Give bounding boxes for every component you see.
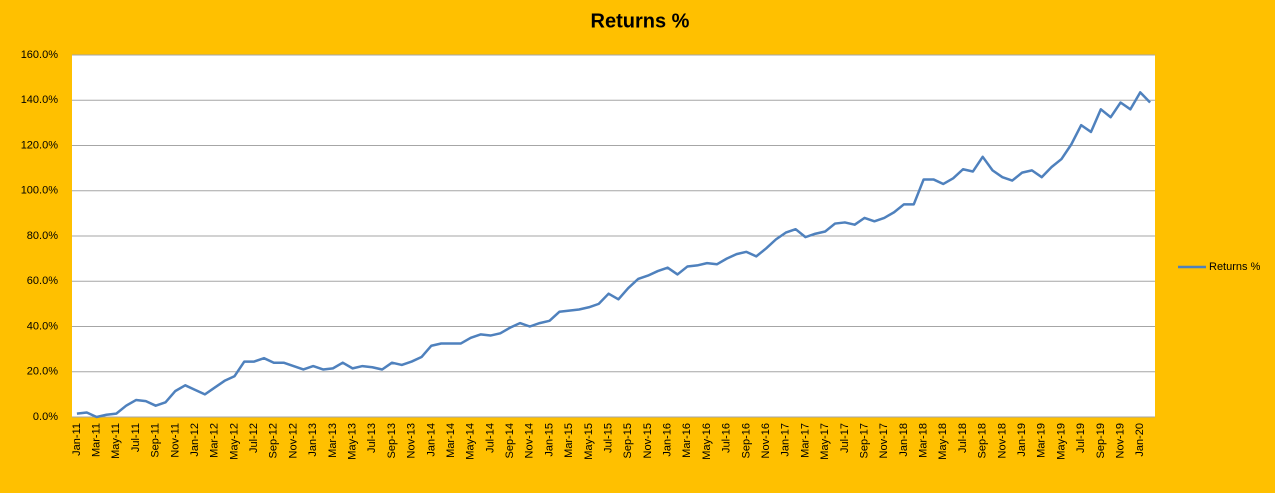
series-line — [76, 91, 1151, 419]
x-tick-label: Jan-17 — [780, 423, 792, 457]
x-tick-label: May-12 — [228, 423, 240, 460]
y-tick-label: 40.0% — [27, 320, 58, 332]
x-tick-label: Sep-14 — [504, 423, 516, 458]
x-tick-label: Jul-17 — [839, 423, 851, 453]
y-tick-label: 100.0% — [21, 185, 59, 197]
x-tick-label: Jan-20 — [1134, 423, 1146, 457]
x-tick-label: Jul-14 — [484, 423, 496, 453]
x-tick-label: May-13 — [347, 423, 359, 460]
x-tick-label: Sep-18 — [977, 423, 989, 458]
x-tick-label: Jan-13 — [307, 423, 319, 457]
x-tick-label: Sep-19 — [1095, 423, 1107, 458]
x-tick-label: Jul-16 — [721, 423, 733, 453]
x-tick-label: Mar-18 — [918, 423, 930, 458]
chart-title: Returns % — [591, 10, 690, 32]
x-tick-label: Nov-17 — [878, 423, 890, 458]
x-tick-label: Nov-14 — [524, 423, 536, 458]
x-tick-label: May-11 — [110, 423, 122, 459]
y-tick-label: 80.0% — [27, 230, 58, 242]
x-tick-label: May-15 — [583, 423, 595, 460]
x-tick-label: Jan-19 — [1016, 423, 1028, 457]
x-tick-label: Sep-16 — [740, 423, 752, 458]
x-tick-label: Nov-16 — [760, 423, 772, 458]
legend-label: Returns % — [1209, 261, 1261, 273]
x-tick-label: May-17 — [819, 423, 831, 460]
x-tick-label: Jul-13 — [366, 423, 378, 453]
x-tick-label: Jan-15 — [543, 423, 555, 457]
x-tick-label: Jul-15 — [602, 423, 614, 453]
x-tick-label: Mar-13 — [327, 423, 339, 458]
x-tick-label: Jan-14 — [425, 423, 437, 457]
x-tick-label: Nov-18 — [996, 423, 1008, 458]
x-tick-label: Nov-13 — [406, 423, 418, 458]
x-tick-label: Sep-11 — [150, 423, 162, 458]
x-tick-label: Mar-16 — [681, 423, 693, 458]
x-tick-label: Mar-11 — [91, 423, 103, 457]
x-tick-label: May-16 — [701, 423, 713, 460]
x-tick-label: Nov-11 — [169, 423, 181, 458]
y-tick-label: 20.0% — [27, 366, 58, 378]
x-tick-label: Mar-12 — [209, 423, 221, 458]
x-tick-label: Sep-17 — [858, 423, 870, 458]
x-tick-label: Jul-18 — [957, 423, 969, 453]
x-tick-label: May-19 — [1055, 423, 1067, 460]
x-tick-label: Nov-15 — [642, 423, 654, 458]
x-tick-label: May-14 — [465, 423, 477, 460]
x-tick-label: Mar-15 — [563, 423, 575, 458]
y-tick-label: 120.0% — [21, 139, 59, 151]
x-tick-label: Sep-12 — [268, 423, 280, 458]
y-tick-label: 140.0% — [21, 94, 59, 106]
x-tick-label: Jul-19 — [1075, 423, 1087, 453]
x-tick-label: Mar-19 — [1036, 423, 1048, 458]
x-tick-label: Nov-12 — [287, 423, 299, 458]
x-tick-label: Nov-19 — [1114, 423, 1126, 458]
x-tick-label: Sep-13 — [386, 423, 398, 458]
x-tick-label: Mar-17 — [799, 423, 811, 458]
x-tick-label: Sep-15 — [622, 423, 634, 458]
x-tick-label: Jul-11 — [130, 423, 142, 452]
x-tick-label: Mar-14 — [445, 423, 457, 458]
x-tick-label: Jan-18 — [898, 423, 910, 457]
y-tick-label: 160.0% — [21, 49, 59, 61]
x-tick-label: Jan-11 — [71, 423, 83, 456]
x-tick-label: Jan-12 — [189, 423, 201, 457]
y-tick-label: 60.0% — [27, 275, 58, 287]
x-tick-label: Jan-16 — [662, 423, 674, 457]
x-tick-label: May-18 — [937, 423, 949, 460]
x-tick-label: Jul-12 — [248, 423, 260, 453]
y-tick-label: 0.0% — [33, 411, 58, 423]
